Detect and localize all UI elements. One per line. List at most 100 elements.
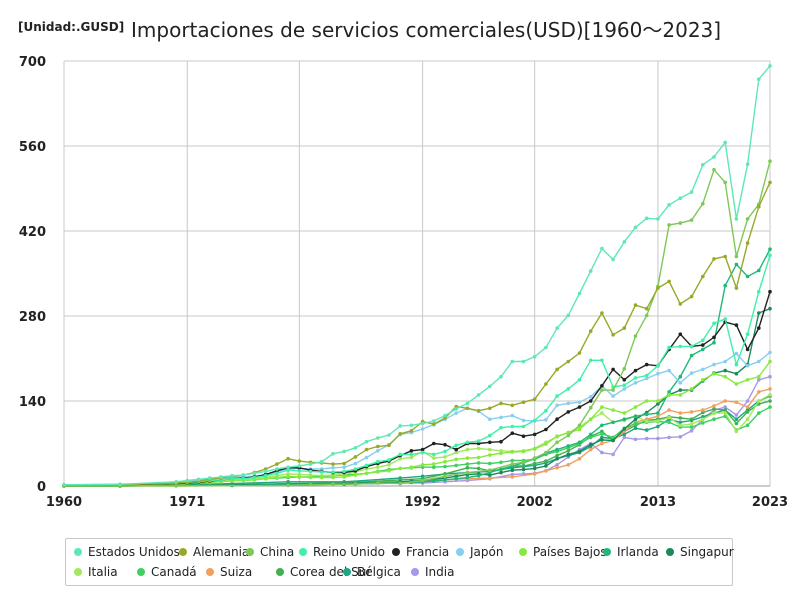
data-point — [488, 447, 492, 452]
data-point — [387, 433, 391, 437]
data-point — [476, 455, 481, 460]
data-point — [488, 440, 492, 445]
data-point — [331, 475, 335, 480]
legend-item[interactable]: India — [411, 564, 454, 580]
legend-item[interactable]: China — [246, 544, 294, 560]
legend-item[interactable]: Canadá — [137, 564, 197, 580]
data-point — [723, 317, 727, 321]
legend-item[interactable]: Reino Unido — [299, 544, 385, 560]
data-point — [364, 439, 369, 444]
data-point — [656, 424, 660, 429]
data-point — [488, 384, 492, 389]
data-point — [678, 416, 683, 420]
data-point — [443, 449, 447, 454]
data-point — [521, 424, 526, 429]
data-point — [588, 432, 593, 437]
data-point — [678, 374, 683, 379]
legend-item[interactable]: Estados Unidos — [74, 544, 180, 560]
data-point — [342, 465, 347, 470]
legend-item[interactable]: Alemania — [179, 544, 249, 560]
data-point — [689, 429, 694, 433]
data-point — [252, 475, 257, 480]
series-line — [63, 65, 771, 486]
legend-label: Países Bajos — [533, 545, 607, 559]
legend-item[interactable]: Irlanda — [603, 544, 659, 560]
data-point — [644, 362, 649, 367]
data-point — [398, 424, 403, 428]
data-point — [723, 405, 727, 409]
data-point — [712, 167, 716, 172]
data-point — [712, 371, 716, 376]
data-point — [667, 223, 671, 227]
data-point — [364, 471, 369, 476]
data-point — [409, 465, 414, 470]
data-point — [644, 412, 649, 417]
data-point — [488, 433, 492, 438]
series-line — [63, 394, 771, 487]
data-point — [768, 374, 772, 379]
data-point — [409, 455, 414, 460]
data-point — [667, 368, 671, 373]
legend-item[interactable]: Singapur — [666, 544, 734, 560]
legend-item[interactable]: Francia — [392, 544, 449, 560]
data-point — [443, 455, 447, 459]
data-point — [757, 268, 761, 273]
data-point — [712, 407, 716, 411]
data-point — [701, 163, 705, 167]
legend-item[interactable]: Japón — [456, 544, 503, 560]
data-point — [566, 359, 571, 364]
unit-label: [Unidad:.GUSD] — [18, 20, 125, 34]
data-point — [376, 449, 380, 453]
data-point — [364, 447, 369, 452]
data-point — [566, 449, 571, 453]
data-point — [364, 455, 369, 460]
data-point — [644, 306, 649, 311]
data-point — [465, 447, 470, 452]
data-point — [712, 257, 716, 261]
legend-swatch — [299, 548, 307, 556]
data-point — [465, 406, 470, 411]
data-point — [622, 383, 627, 388]
y-tick-label: 420 — [19, 225, 46, 240]
data-point — [734, 417, 739, 422]
data-point — [342, 449, 347, 454]
legend-item[interactable]: Italia — [74, 564, 118, 580]
legend-label: Reino Unido — [313, 545, 385, 559]
data-point — [443, 478, 447, 482]
data-point — [241, 476, 246, 481]
data-point — [622, 367, 627, 371]
data-point — [734, 362, 739, 367]
data-point — [723, 374, 727, 379]
data-point — [667, 435, 671, 440]
series-line — [64, 400, 771, 487]
data-point — [241, 473, 246, 477]
data-point — [566, 430, 571, 435]
legend-label: Alemania — [193, 545, 250, 559]
legend-swatch — [179, 548, 187, 556]
data-point — [768, 359, 772, 364]
data-point — [488, 468, 492, 473]
legend-item[interactable]: Suiza — [206, 564, 252, 580]
data-point — [757, 204, 761, 209]
data-point — [689, 410, 694, 414]
data-point — [633, 421, 638, 426]
data-point — [723, 254, 727, 259]
legend-item[interactable]: Corea del Sur — [276, 564, 371, 580]
data-point — [275, 467, 279, 471]
data-point — [488, 406, 492, 411]
legend-item[interactable]: Bélgica — [343, 564, 401, 580]
data-point — [331, 466, 335, 470]
legend-item[interactable]: Países Bajos — [519, 544, 607, 560]
data-point — [409, 429, 414, 433]
data-point — [342, 461, 347, 466]
data-point — [678, 196, 683, 200]
data-point — [555, 434, 559, 439]
data-point — [342, 469, 347, 474]
data-point — [443, 459, 447, 464]
data-point — [454, 411, 459, 415]
data-point — [286, 456, 290, 461]
data-point — [633, 405, 638, 409]
data-point — [745, 241, 750, 245]
data-point — [376, 465, 380, 470]
